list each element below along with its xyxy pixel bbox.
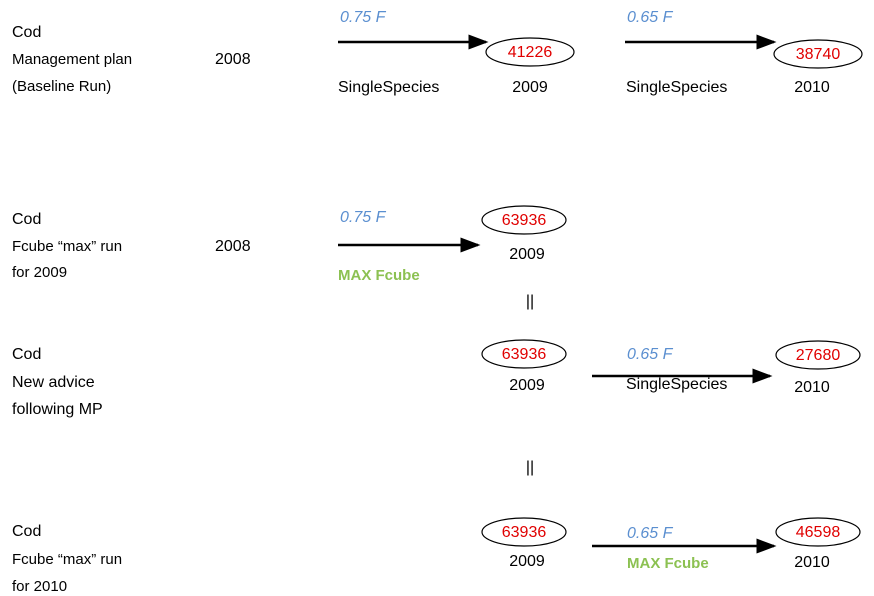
node bbox=[775, 517, 861, 547]
separator: || bbox=[526, 459, 534, 476]
method: SingleSpecies bbox=[338, 79, 439, 96]
row-label: for 2010 bbox=[12, 578, 67, 595]
row-label: for 2009 bbox=[12, 264, 67, 281]
f-label: 0.65 F bbox=[627, 9, 674, 26]
row-label: (Baseline Run) bbox=[12, 78, 111, 95]
node bbox=[773, 39, 863, 69]
method: SingleSpecies bbox=[626, 79, 727, 96]
row-label: Cod bbox=[12, 523, 41, 540]
f-label: 0.75 F bbox=[340, 9, 387, 26]
value: 63936 bbox=[502, 346, 547, 363]
year: 2009 bbox=[512, 79, 548, 96]
year: 2010 bbox=[794, 379, 830, 396]
f-label: 0.75 F bbox=[340, 209, 387, 226]
row-label: following MP bbox=[12, 401, 103, 418]
value: 27680 bbox=[796, 347, 841, 364]
year: 2010 bbox=[794, 79, 830, 96]
year: 2009 bbox=[509, 553, 545, 570]
row-label: Cod bbox=[12, 24, 41, 41]
year: 2009 bbox=[509, 377, 545, 394]
method: MAX Fcube bbox=[338, 267, 420, 284]
start-year: 2008 bbox=[215, 51, 251, 68]
year: 2009 bbox=[509, 246, 545, 263]
row-label: New advice bbox=[12, 374, 95, 391]
node bbox=[481, 339, 567, 369]
value: 41226 bbox=[508, 44, 553, 61]
method: SingleSpecies bbox=[626, 376, 727, 393]
f-label: 0.65 F bbox=[627, 525, 674, 542]
method: MAX Fcube bbox=[627, 555, 709, 572]
row-label: Cod bbox=[12, 211, 41, 228]
value: 63936 bbox=[502, 524, 547, 541]
year: 2010 bbox=[794, 554, 830, 571]
node bbox=[481, 205, 567, 235]
row-label: Fcube “max” run bbox=[12, 551, 122, 568]
node bbox=[481, 517, 567, 547]
separator: || bbox=[526, 293, 534, 310]
row-label: Fcube “max” run bbox=[12, 238, 122, 255]
f-label: 0.65 F bbox=[627, 346, 674, 363]
value: 38740 bbox=[796, 46, 841, 63]
row-label: Management plan bbox=[12, 51, 132, 68]
row-label: Cod bbox=[12, 346, 41, 363]
value: 63936 bbox=[502, 212, 547, 229]
node bbox=[485, 37, 575, 67]
start-year: 2008 bbox=[215, 238, 251, 255]
node bbox=[775, 340, 861, 370]
value: 46598 bbox=[796, 524, 841, 541]
